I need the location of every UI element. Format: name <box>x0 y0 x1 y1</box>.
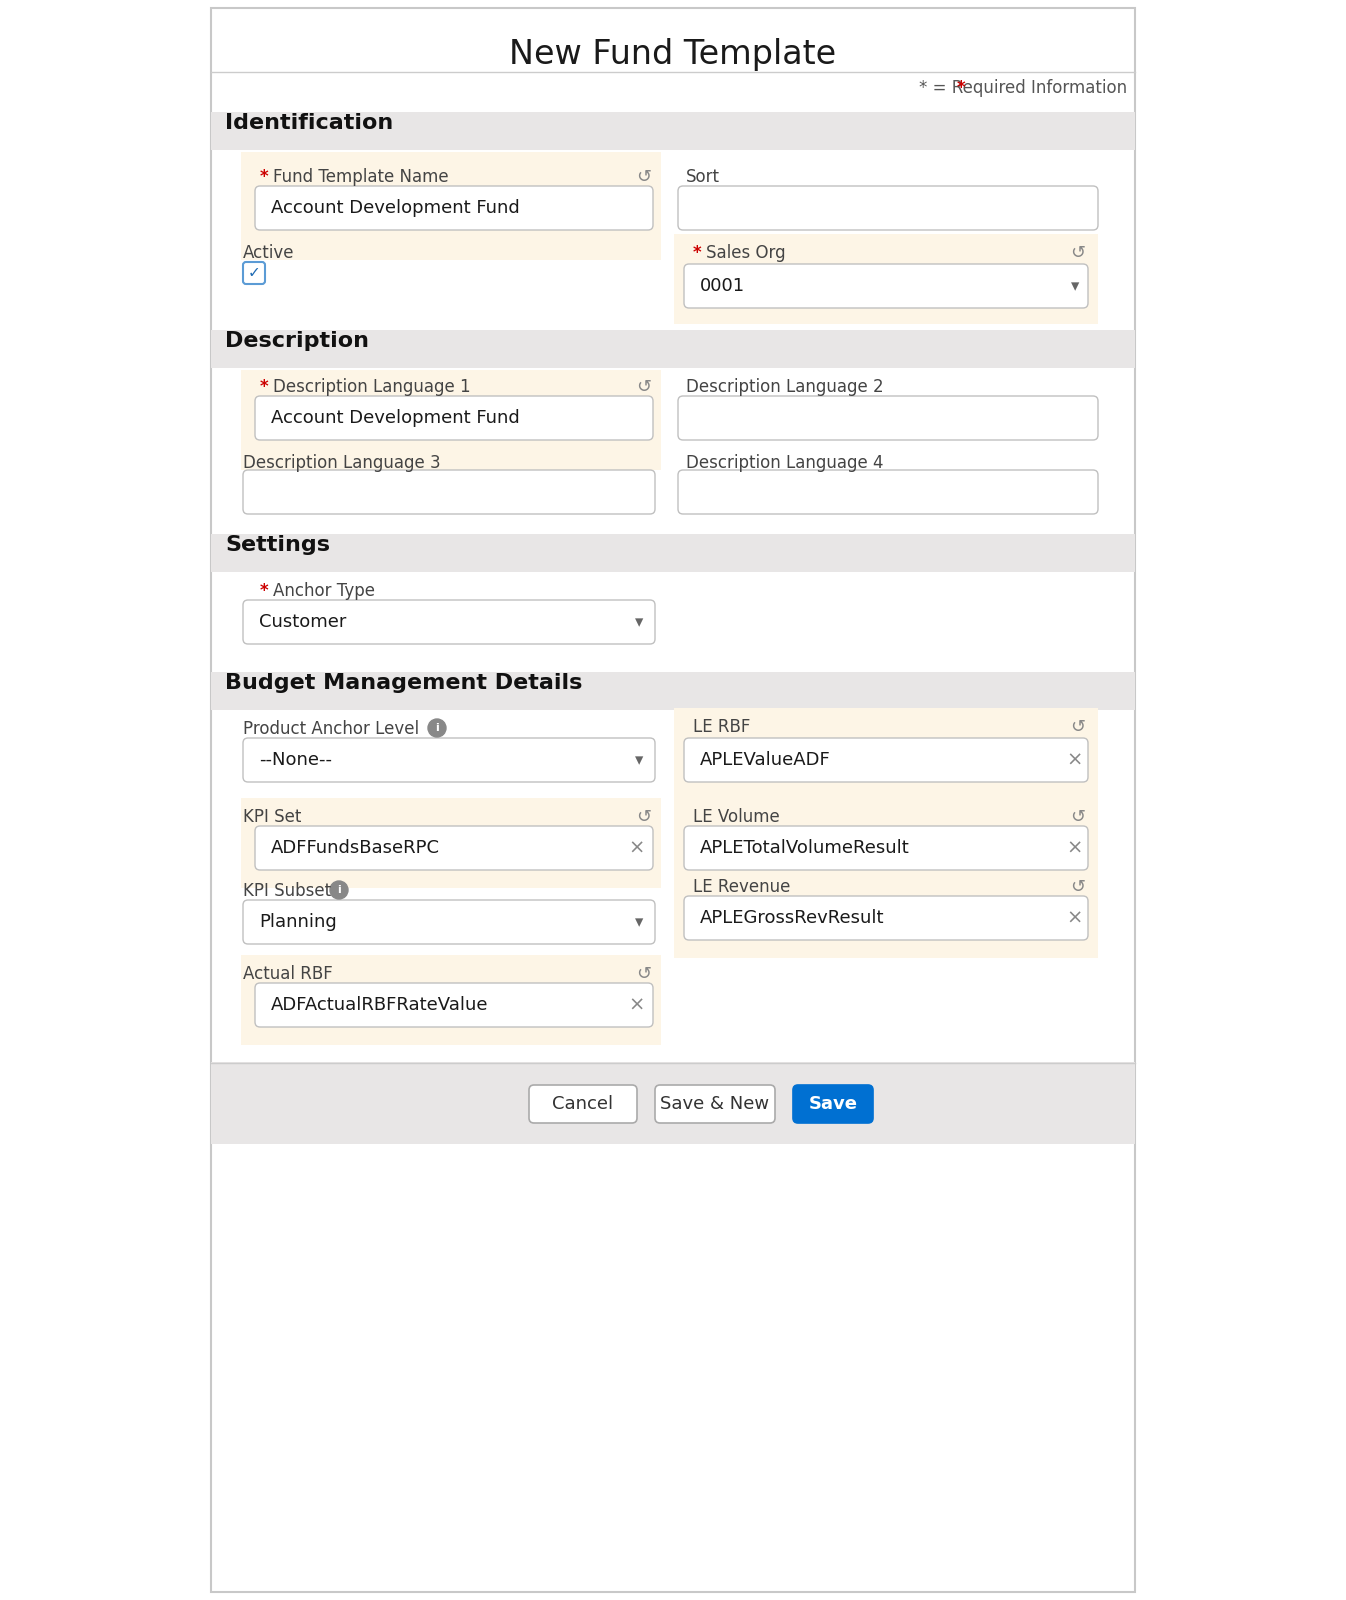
Text: *: * <box>693 243 701 262</box>
Text: Budget Management Details: Budget Management Details <box>225 674 583 693</box>
Text: ▾: ▾ <box>635 750 643 770</box>
Text: ×: × <box>1067 909 1084 928</box>
Text: ↺: ↺ <box>1070 878 1085 896</box>
Text: *: * <box>260 378 269 395</box>
Text: ▾: ▾ <box>635 914 643 931</box>
Text: ×: × <box>1067 838 1084 858</box>
FancyBboxPatch shape <box>684 826 1088 870</box>
FancyBboxPatch shape <box>254 982 653 1027</box>
Text: Cancel: Cancel <box>552 1094 614 1114</box>
Text: Identification: Identification <box>225 114 393 133</box>
Text: New Fund Template: New Fund Template <box>509 38 837 70</box>
Text: *: * <box>260 582 269 600</box>
Text: Account Development Fund: Account Development Fund <box>271 198 520 218</box>
FancyBboxPatch shape <box>529 1085 637 1123</box>
FancyBboxPatch shape <box>674 867 1098 958</box>
Text: ×: × <box>629 838 645 858</box>
Text: Product Anchor Level: Product Anchor Level <box>244 720 419 738</box>
Text: Customer: Customer <box>258 613 346 630</box>
Text: 0001: 0001 <box>700 277 746 294</box>
Text: ADFActualRBFRateValue: ADFActualRBFRateValue <box>271 995 489 1014</box>
Text: Description Language 1: Description Language 1 <box>273 378 471 395</box>
Text: Description Language 2: Description Language 2 <box>686 378 883 395</box>
Text: *: * <box>957 78 965 98</box>
FancyBboxPatch shape <box>241 955 661 1045</box>
Text: ▾: ▾ <box>635 613 643 630</box>
Text: APLEGrossRevResult: APLEGrossRevResult <box>700 909 884 926</box>
Text: Planning: Planning <box>258 914 336 931</box>
Text: Account Development Fund: Account Development Fund <box>271 410 520 427</box>
Text: --None--: --None-- <box>258 750 332 770</box>
FancyBboxPatch shape <box>211 1062 1135 1144</box>
Text: APLETotalVolumeResult: APLETotalVolumeResult <box>700 838 910 858</box>
FancyBboxPatch shape <box>241 370 661 470</box>
FancyBboxPatch shape <box>241 152 661 259</box>
FancyBboxPatch shape <box>674 234 1098 323</box>
FancyBboxPatch shape <box>244 899 656 944</box>
Text: *: * <box>260 168 269 186</box>
Text: ↺: ↺ <box>1070 243 1085 262</box>
Text: i: i <box>336 885 341 894</box>
Text: * = Required Information: * = Required Information <box>919 78 1127 98</box>
Text: ×: × <box>629 995 645 1014</box>
FancyBboxPatch shape <box>244 470 656 514</box>
Text: ↺: ↺ <box>635 168 651 186</box>
Text: Actual RBF: Actual RBF <box>244 965 332 982</box>
Text: LE Volume: LE Volume <box>693 808 779 826</box>
FancyBboxPatch shape <box>254 826 653 870</box>
Text: ✓: ✓ <box>248 266 260 280</box>
Text: Active: Active <box>244 243 295 262</box>
FancyBboxPatch shape <box>254 395 653 440</box>
Text: ↺: ↺ <box>635 808 651 826</box>
FancyBboxPatch shape <box>211 534 1135 573</box>
FancyBboxPatch shape <box>793 1085 874 1123</box>
FancyBboxPatch shape <box>684 896 1088 939</box>
Text: KPI Subset: KPI Subset <box>244 882 331 899</box>
FancyBboxPatch shape <box>211 330 1135 368</box>
FancyBboxPatch shape <box>674 798 1098 888</box>
Text: Description Language 3: Description Language 3 <box>244 454 440 472</box>
Circle shape <box>330 882 349 899</box>
FancyBboxPatch shape <box>211 672 1135 710</box>
FancyBboxPatch shape <box>684 264 1088 307</box>
Text: i: i <box>435 723 439 733</box>
FancyBboxPatch shape <box>684 738 1088 782</box>
FancyBboxPatch shape <box>254 186 653 230</box>
Text: Sort: Sort <box>686 168 720 186</box>
FancyBboxPatch shape <box>678 186 1098 230</box>
FancyBboxPatch shape <box>678 470 1098 514</box>
Circle shape <box>428 718 446 738</box>
FancyBboxPatch shape <box>211 112 1135 150</box>
FancyBboxPatch shape <box>244 738 656 782</box>
Text: ↺: ↺ <box>635 965 651 982</box>
Text: Settings: Settings <box>225 534 330 555</box>
FancyBboxPatch shape <box>244 600 656 643</box>
Text: LE RBF: LE RBF <box>693 718 750 736</box>
Text: ↺: ↺ <box>635 378 651 395</box>
Text: Description: Description <box>225 331 369 350</box>
Text: LE Revenue: LE Revenue <box>693 878 790 896</box>
Text: Sales Org: Sales Org <box>707 243 786 262</box>
Text: ▾: ▾ <box>1071 277 1079 294</box>
Text: Save: Save <box>809 1094 857 1114</box>
FancyBboxPatch shape <box>244 262 265 285</box>
FancyBboxPatch shape <box>678 395 1098 440</box>
Text: Fund Template Name: Fund Template Name <box>273 168 448 186</box>
Text: ADFFundsBaseRPC: ADFFundsBaseRPC <box>271 838 440 858</box>
FancyBboxPatch shape <box>656 1085 775 1123</box>
Text: KPI Set: KPI Set <box>244 808 302 826</box>
Text: APLEValueADF: APLEValueADF <box>700 750 830 770</box>
Text: ×: × <box>1067 750 1084 770</box>
FancyBboxPatch shape <box>674 707 1098 798</box>
Text: ↺: ↺ <box>1070 718 1085 736</box>
FancyBboxPatch shape <box>241 798 661 888</box>
Text: Save & New: Save & New <box>661 1094 770 1114</box>
Text: Description Language 4: Description Language 4 <box>686 454 883 472</box>
Text: ↺: ↺ <box>1070 808 1085 826</box>
Text: Anchor Type: Anchor Type <box>273 582 376 600</box>
